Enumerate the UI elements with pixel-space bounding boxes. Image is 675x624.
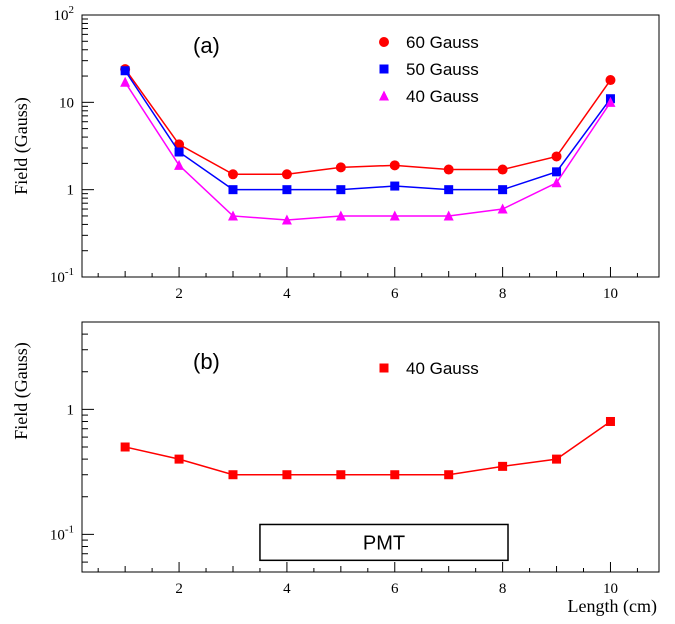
plot-frame	[81, 14, 660, 278]
data-point	[335, 162, 346, 173]
y-axis-label: Field (Gauss)	[11, 342, 32, 440]
data-point	[605, 416, 615, 426]
legend-label: 60 Gauss	[406, 33, 479, 52]
data-point	[552, 167, 562, 177]
data-point	[120, 76, 131, 87]
y-tick-label: 102	[54, 4, 75, 24]
x-tick-label: 2	[175, 286, 183, 302]
data-point	[336, 185, 346, 195]
data-point	[281, 214, 292, 225]
data-point	[389, 210, 400, 221]
data-point	[390, 470, 400, 480]
data-point	[551, 177, 562, 188]
series-50-gauss	[120, 66, 615, 195]
legend-marker	[379, 64, 389, 74]
x-axis-label: Length (cm)	[568, 596, 657, 617]
legend-marker	[379, 37, 389, 47]
data-point	[174, 159, 185, 170]
data-point	[444, 470, 454, 480]
data-point	[498, 185, 508, 195]
series-line	[124, 70, 612, 191]
pmt-box	[259, 523, 509, 562]
y-tick-label: 1	[67, 402, 75, 418]
y-tick-label: 10	[59, 95, 74, 111]
series-line	[124, 81, 612, 221]
legend-marker	[379, 90, 389, 101]
data-point	[498, 461, 508, 471]
y-tick-label: 1	[67, 183, 75, 199]
chart-panel-b: 2 4 6 8 10 10-1 1 Field (Gauss) Length (cm) (b) PM…	[11, 321, 660, 617]
series-line	[124, 420, 611, 476]
data-point	[228, 470, 238, 480]
y-axis-label: Field (Gauss)	[11, 97, 32, 195]
data-point	[497, 164, 508, 175]
data-point	[552, 454, 562, 464]
panel-label: (a)	[193, 33, 220, 58]
legend-marker	[379, 363, 389, 373]
x-tick-label: 10	[603, 581, 618, 597]
chart-panel-a: 2 4 6 8 10 10-1 1 10 102 Field (Gauss) (a) 60 Gauss…	[11, 4, 660, 302]
data-point	[389, 160, 400, 171]
data-point	[605, 75, 616, 86]
data-point	[174, 147, 184, 157]
data-point	[120, 66, 130, 76]
x-tick-label: 10	[603, 286, 618, 302]
series-line	[124, 68, 612, 176]
data-point	[227, 169, 238, 180]
panel-label: (b)	[193, 349, 220, 374]
y-tick-label: 10-1	[50, 266, 74, 286]
data-point	[497, 203, 508, 214]
legend-label: 40 Gauss	[406, 359, 479, 378]
x-tick-label: 2	[175, 581, 183, 597]
x-tick-label: 4	[283, 581, 291, 597]
x-tick-label: 6	[391, 286, 399, 302]
data-point	[281, 169, 292, 180]
data-point	[120, 442, 130, 452]
data-point	[390, 181, 400, 191]
data-point	[551, 151, 562, 162]
data-point	[282, 185, 292, 195]
data-point	[227, 210, 238, 221]
data-point	[443, 210, 454, 221]
data-point	[228, 185, 238, 195]
data-point	[443, 164, 454, 175]
x-tick-label: 4	[283, 286, 291, 302]
legend-label: 40 Gauss	[406, 87, 479, 106]
series-40-gauss	[120, 416, 615, 480]
data-point	[336, 470, 346, 480]
data-point	[282, 470, 292, 480]
x-tick-label: 8	[499, 286, 507, 302]
pmt-label: PMT	[363, 532, 405, 554]
data-point	[605, 96, 616, 107]
data-point	[444, 185, 454, 195]
x-tick-label: 6	[391, 581, 399, 597]
data-point	[174, 454, 184, 464]
y-tick-label: 10-1	[50, 523, 74, 543]
x-tick-label: 8	[499, 581, 507, 597]
data-point	[335, 210, 346, 221]
legend-label: 50 Gauss	[406, 60, 479, 79]
series-40-gauss	[120, 76, 616, 225]
